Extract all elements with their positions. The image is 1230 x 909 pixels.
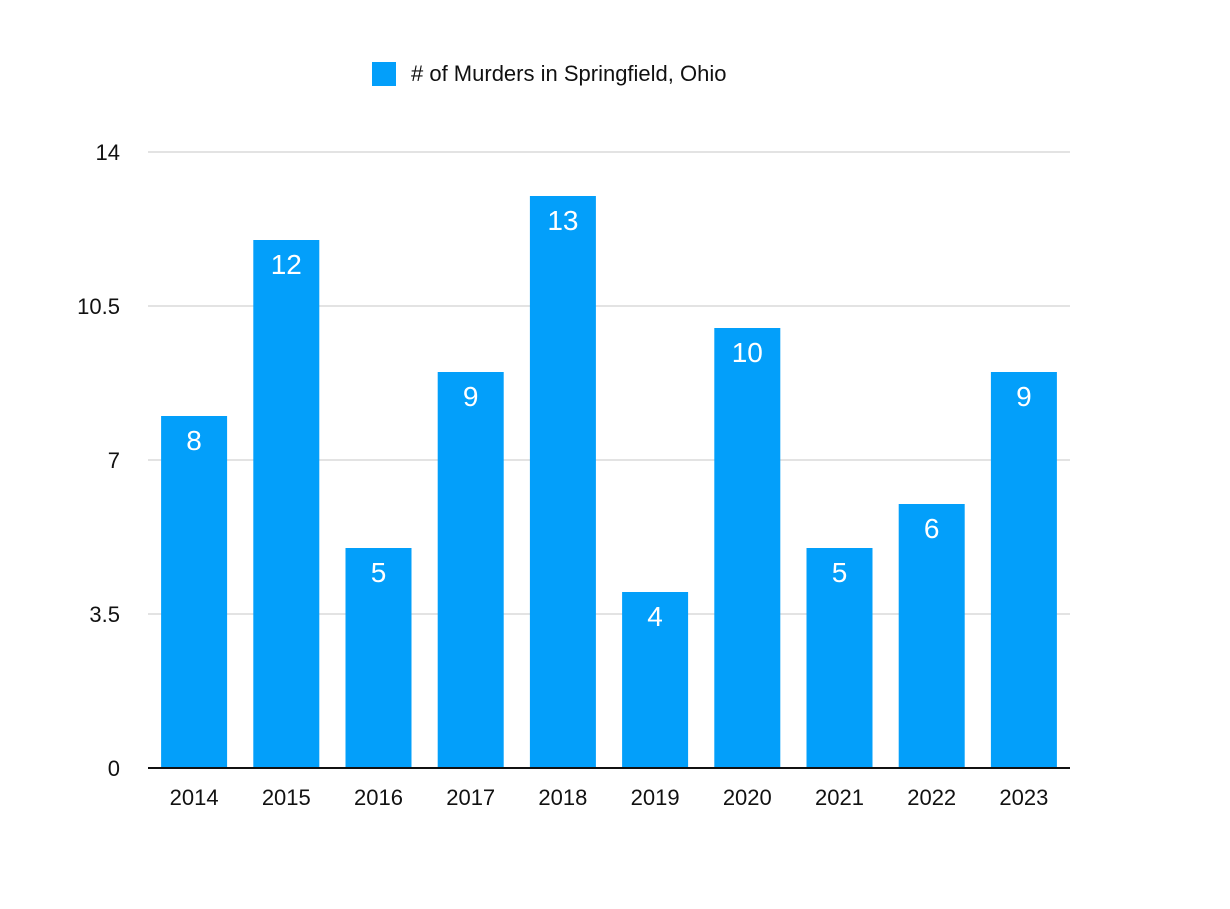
legend-swatch xyxy=(372,62,396,86)
data-label: 5 xyxy=(832,557,848,588)
x-tick-label: 2017 xyxy=(446,785,495,810)
bar xyxy=(898,504,965,768)
bar xyxy=(990,372,1057,768)
x-tick-label: 2018 xyxy=(538,785,587,810)
x-tick-label: 2014 xyxy=(170,785,219,810)
chart-legend: # of Murders in Springfield, Ohio xyxy=(372,61,727,87)
data-label: 13 xyxy=(547,205,578,236)
data-label: 8 xyxy=(186,425,202,456)
x-tick-label: 2015 xyxy=(262,785,311,810)
data-label: 9 xyxy=(463,381,479,412)
bar xyxy=(345,548,412,768)
y-tick-label: 10.5 xyxy=(77,294,120,319)
x-tick-label: 2016 xyxy=(354,785,403,810)
bar xyxy=(253,240,320,768)
data-label: 9 xyxy=(1016,381,1032,412)
data-label: 12 xyxy=(271,249,302,280)
legend-label: # of Murders in Springfield, Ohio xyxy=(411,61,727,86)
bar xyxy=(806,548,873,768)
x-axis-ticks: 2014 2015 2016 2017 2018 2019 2020 2021 2022 2023 xyxy=(170,785,1049,810)
bar xyxy=(437,372,504,768)
x-tick-label: 2023 xyxy=(999,785,1048,810)
bars xyxy=(161,196,1057,768)
data-label: 5 xyxy=(371,557,387,588)
x-tick-label: 2019 xyxy=(631,785,680,810)
y-tick-label: 3.5 xyxy=(89,602,120,627)
y-axis-ticks: 0 3.5 7 10.5 14 xyxy=(77,140,120,781)
x-tick-label: 2020 xyxy=(723,785,772,810)
y-tick-label: 14 xyxy=(96,140,120,165)
data-label: 10 xyxy=(732,337,763,368)
x-tick-label: 2022 xyxy=(907,785,956,810)
x-tick-label: 2021 xyxy=(815,785,864,810)
bar xyxy=(714,328,781,768)
data-label: 6 xyxy=(924,513,940,544)
bar xyxy=(622,592,689,768)
data-labels: 8 12 5 9 13 4 10 5 6 9 xyxy=(186,205,1031,632)
y-tick-label: 0 xyxy=(108,756,120,781)
bar xyxy=(161,416,228,768)
bar xyxy=(529,196,596,768)
y-tick-label: 7 xyxy=(108,448,120,473)
data-label: 4 xyxy=(647,601,663,632)
